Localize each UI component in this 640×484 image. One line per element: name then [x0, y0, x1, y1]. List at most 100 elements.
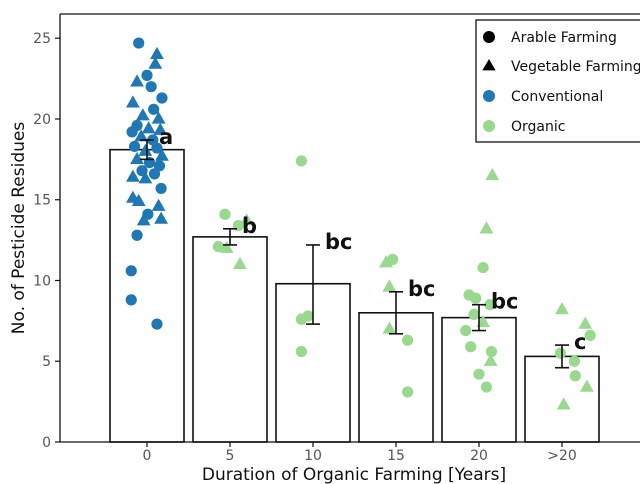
legend-label: Arable Farming: [511, 30, 617, 46]
legend: Arable Farming Vegetable Farming Conventio…: [475, 19, 640, 143]
data-point-triangle: [125, 95, 140, 108]
data-point-circle: [126, 126, 138, 138]
data-point-circle: [151, 318, 163, 330]
data-point-triangle: [479, 221, 494, 234]
legend-marker-triangle: [482, 59, 496, 71]
data-point-circle: [153, 160, 166, 172]
x-tick-label: 15: [387, 448, 405, 464]
bars-layer: [109, 148, 600, 443]
significance-label: c: [574, 330, 586, 354]
data-point-triangle: [153, 122, 168, 135]
data-point-circle: [148, 168, 161, 180]
data-point-circle: [484, 299, 496, 311]
data-point-circle: [151, 142, 163, 154]
y-tick-label: 10: [33, 273, 51, 289]
data-point-triangle: [379, 255, 393, 268]
data-point-circle: [477, 261, 489, 274]
data-point-triangle: [382, 321, 397, 334]
legend-marker-circle: [483, 90, 495, 102]
data-point-circle: [131, 229, 143, 241]
bar: [109, 148, 185, 443]
y-tick-label: 25: [33, 31, 51, 47]
data-point-triangle: [148, 56, 163, 69]
significance-label: bc: [325, 230, 352, 254]
legend-marker-circle: [483, 31, 495, 43]
data-point-circle: [460, 324, 472, 337]
data-point-circle: [128, 140, 141, 153]
legend-label: Vegetable Farming: [511, 59, 640, 75]
data-point-circle: [568, 355, 581, 367]
data-point-triangle: [134, 129, 149, 142]
data-point-triangle: [382, 279, 397, 292]
data-point-triangle: [219, 240, 234, 253]
points-layer: [125, 37, 596, 410]
y-tick-label: 5: [42, 354, 51, 370]
x-axis-label: Duration of Organic Farming [Years]: [202, 465, 506, 484]
data-point-triangle: [141, 121, 156, 134]
data-point-circle: [569, 370, 581, 382]
data-point-triangle: [154, 211, 169, 224]
data-point-circle: [125, 265, 137, 277]
data-point-circle: [470, 292, 482, 304]
data-point-circle: [473, 368, 485, 380]
data-point-triangle: [138, 171, 153, 184]
bar: [524, 355, 600, 443]
legend-box: [475, 19, 640, 143]
data-point-circle: [402, 334, 414, 346]
data-point-circle: [156, 92, 168, 104]
data-point-triangle: [239, 213, 254, 226]
data-point-triangle: [580, 379, 594, 392]
data-point-triangle: [125, 169, 140, 182]
data-point-circle: [148, 103, 160, 115]
y-tick-label: 20: [33, 112, 51, 128]
data-point-triangle: [578, 316, 593, 329]
y-ticks-layer: 0 5 10 15 20 25: [33, 31, 60, 451]
y-tick-label: 0: [42, 435, 51, 451]
bar: [441, 316, 517, 443]
data-point-circle: [141, 69, 153, 81]
x-tick-label: >20: [547, 448, 577, 464]
data-point-circle: [485, 345, 498, 358]
significance-label: b: [242, 214, 257, 238]
x-tick-label: 10: [304, 448, 322, 464]
legend-marker-circle: [483, 120, 495, 132]
data-point-triangle: [233, 256, 247, 269]
data-point-circle: [295, 155, 307, 167]
error-bars-layer: [140, 139, 569, 369]
data-point-circle: [465, 341, 477, 353]
data-point-triangle: [155, 148, 169, 161]
data-point-circle: [468, 308, 480, 321]
data-point-triangle: [150, 46, 164, 60]
y-axis-label: No. of Pesticide Residues: [9, 122, 29, 335]
data-point-circle: [133, 37, 145, 49]
data-point-circle: [145, 81, 157, 93]
significance-label: bc: [491, 290, 518, 314]
data-point-triangle: [556, 397, 571, 410]
data-point-triangle: [151, 111, 166, 124]
data-point-triangle: [555, 302, 569, 315]
data-point-triangle: [136, 213, 151, 226]
bar: [192, 236, 268, 443]
x-tick-label: 5: [226, 448, 235, 464]
data-point-triangle: [131, 193, 146, 207]
y-tick-label: 15: [33, 193, 51, 209]
x-ticks-layer: 0 5 10 15 20 >20: [143, 442, 577, 464]
significance-label: bc: [408, 277, 435, 301]
data-point-triangle: [151, 198, 166, 211]
significance-label: a: [159, 125, 173, 149]
data-point-triangle: [483, 353, 498, 366]
data-point-circle: [402, 386, 414, 398]
legend-label: Organic: [511, 119, 565, 135]
data-point-circle: [212, 240, 224, 253]
data-point-circle: [302, 310, 314, 322]
data-point-triangle: [130, 151, 144, 165]
x-tick-label: 20: [470, 448, 488, 464]
legend-label: Conventional: [511, 89, 603, 105]
data-point-circle: [125, 294, 137, 306]
data-point-triangle: [138, 143, 153, 156]
data-point-circle: [554, 347, 566, 359]
data-point-circle: [219, 208, 231, 220]
data-point-triangle: [130, 74, 144, 87]
x-tick-label: 0: [143, 448, 152, 464]
